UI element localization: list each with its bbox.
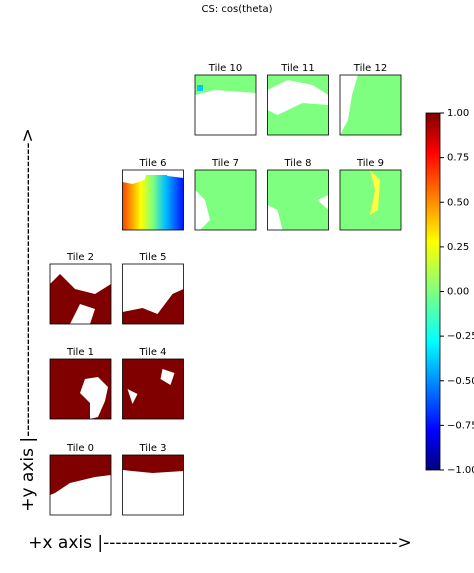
tile-fill (50, 455, 111, 469)
tile-label: Tile 4 (138, 347, 166, 358)
tile-fill (122, 175, 184, 230)
tile-frame (339, 74, 402, 136)
tile-frame (49, 454, 112, 516)
tile-label: Tile 3 (138, 443, 166, 454)
colorbar-tick-label: 0.00 (447, 287, 469, 298)
tile-frame (49, 358, 112, 420)
tile-fill (122, 455, 184, 467)
tile-fill (370, 170, 380, 215)
colorbar-tick-label: −1.00 (447, 465, 474, 476)
tile-frame (339, 169, 402, 231)
tile-frame (267, 74, 329, 136)
y-axis-label: +y axis |-------------------------------… (18, 128, 38, 512)
colorbar-tick-label: −0.50 (447, 376, 474, 387)
colorbar-tick-label: −0.75 (447, 420, 474, 431)
tile-fill (340, 75, 358, 135)
colorbar-tick-label: 0.50 (447, 197, 469, 208)
colorbar-tick-label: −0.25 (447, 331, 474, 342)
tile-fill (50, 469, 111, 495)
colorbar-tick-label: 1.00 (447, 108, 469, 119)
tile-label: Tile 5 (138, 252, 166, 263)
tile-fill (127, 369, 175, 404)
x-axis-label: +x axis |-------------------------------… (28, 533, 412, 553)
tile-label: Tile 10 (208, 63, 242, 74)
chart-title: CS: cos(theta) (202, 4, 273, 15)
tile-frame (267, 169, 329, 231)
tile-fill (122, 289, 184, 324)
tile-frame (122, 358, 184, 420)
tile-fill (267, 195, 329, 230)
tile-frame (122, 169, 184, 231)
tile-fill (80, 377, 108, 419)
colorbar-tick-label: 0.75 (447, 153, 469, 164)
tile-label: Tile 9 (356, 158, 384, 169)
tile-label: Tile 0 (66, 443, 94, 454)
tile-fill (267, 80, 329, 115)
tile-frame (122, 263, 184, 325)
tile-fill (197, 85, 203, 91)
tile-fill (195, 90, 256, 135)
tile-frame (49, 263, 112, 325)
tile-fill (122, 359, 184, 419)
tile-label: Tile 6 (138, 158, 166, 169)
tile-fill (50, 274, 111, 324)
tile-label: Tile 12 (353, 63, 387, 74)
tile-label: Tile 8 (283, 158, 311, 169)
tile-frame (194, 169, 257, 231)
colorbar-tick-label: 0.25 (447, 242, 469, 253)
colorbar (425, 112, 441, 471)
tile-label: Tile 11 (280, 63, 314, 74)
tile-label: Tile 7 (211, 158, 239, 169)
tile-label: Tile 1 (66, 347, 94, 358)
tile-frame (122, 454, 184, 516)
tile-frame (194, 74, 257, 136)
tile-fill (195, 190, 210, 230)
tile-fill (122, 170, 184, 184)
tile-fill (195, 75, 256, 95)
tile-fill (340, 170, 401, 230)
tile-label: Tile 2 (66, 252, 94, 263)
tile-fill (122, 467, 184, 473)
